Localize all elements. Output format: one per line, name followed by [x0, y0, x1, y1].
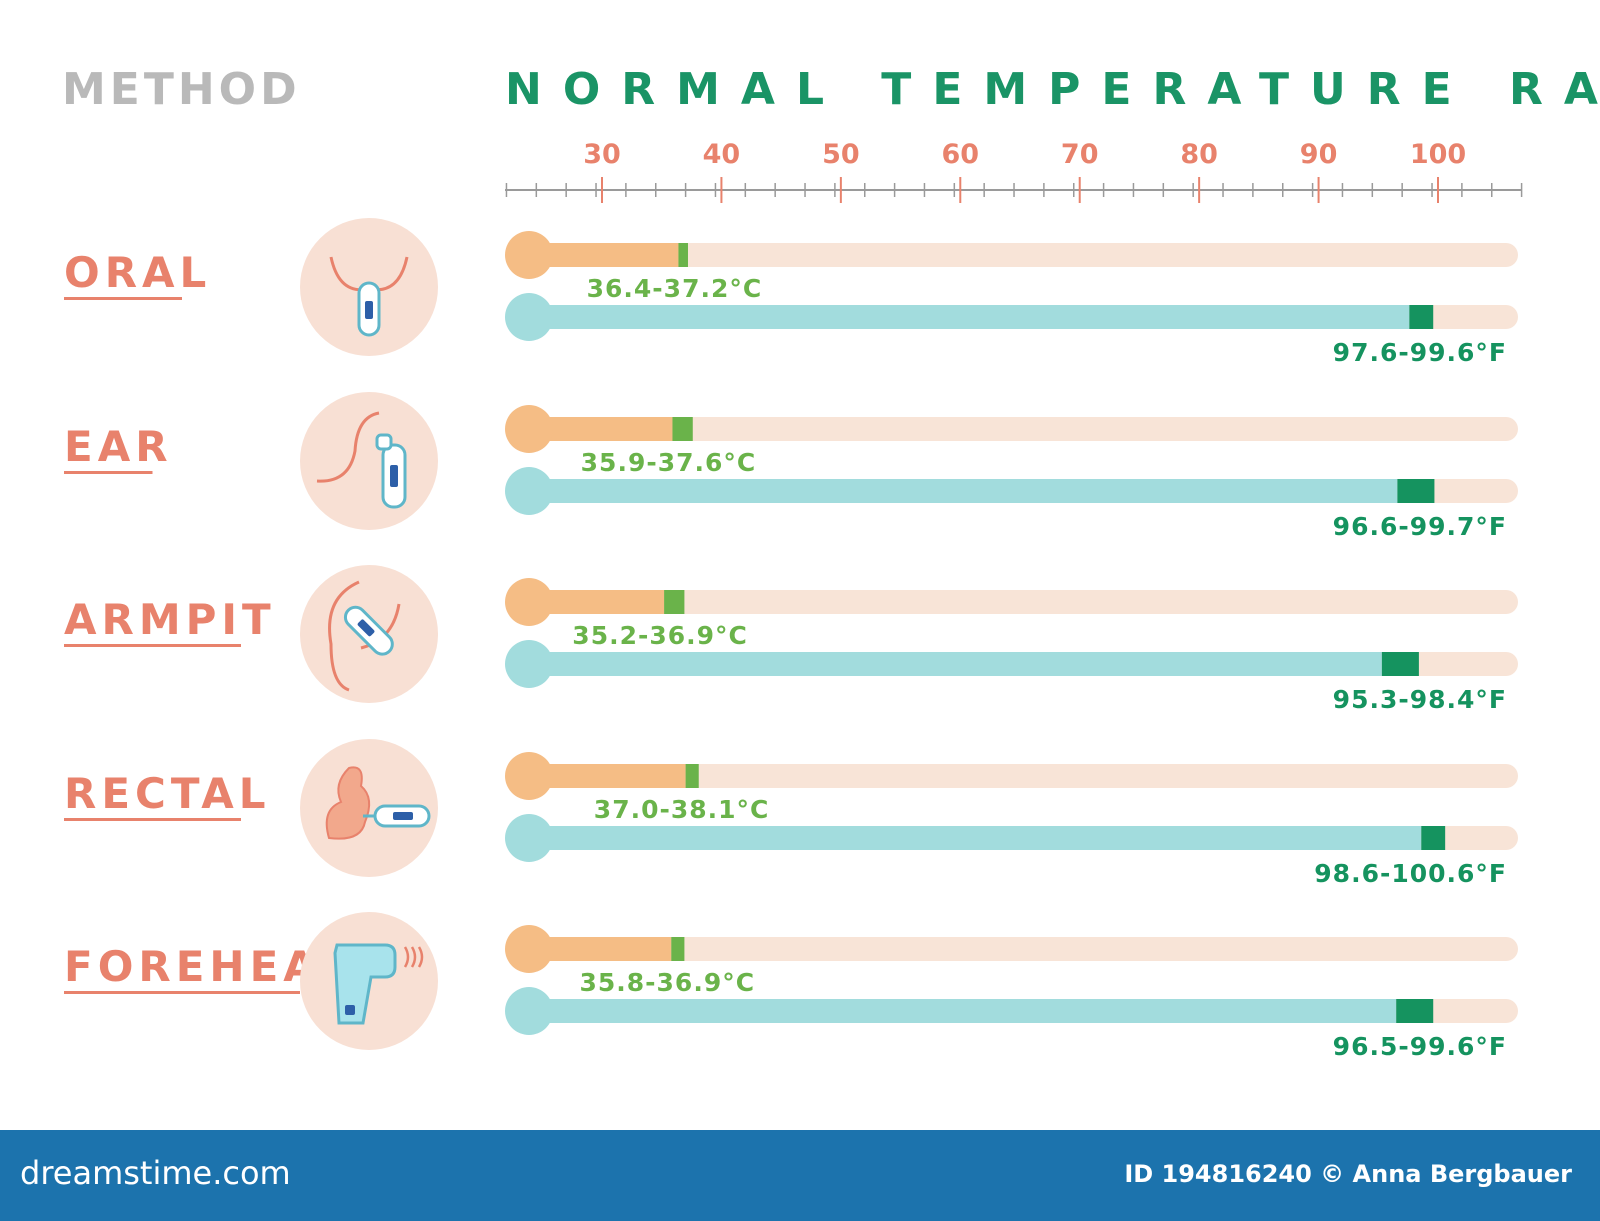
celsius-fill-bar [529, 764, 686, 788]
celsius-track [540, 243, 1518, 267]
method-row: ORAL 36.4-37.2°C 97.6-99.6°F [64, 218, 1518, 367]
fahrenheit-range-bar [1381, 652, 1419, 676]
footer-image-id: ID 194816240 © Anna Bergbauer [1124, 1160, 1572, 1188]
celsius-range-bar [664, 590, 685, 614]
celsius-bulb [505, 578, 553, 626]
fahrenheit-range-label: 97.6-99.6°F [1333, 338, 1507, 367]
method-label-underline [64, 644, 241, 647]
axis-tick-label: 60 [941, 139, 979, 170]
method-label-underline [64, 297, 182, 300]
ear-thermometer-icon [316, 411, 407, 509]
fahrenheit-bulb [505, 987, 553, 1035]
fahrenheit-fill-bar [529, 652, 1382, 676]
oral-thermometer-icon [329, 256, 409, 337]
method-label: RECTAL [64, 769, 271, 818]
celsius-range-bar [685, 764, 699, 788]
celsius-track [540, 937, 1518, 961]
fahrenheit-range-bar [1409, 305, 1434, 329]
celsius-track [540, 764, 1518, 788]
axis-tick-label: 70 [1061, 139, 1099, 170]
method-label-underline [64, 991, 300, 994]
fahrenheit-fill-bar [529, 479, 1398, 503]
method-label-underline [64, 818, 241, 821]
fahrenheit-range-bar [1421, 826, 1446, 850]
icon-background [300, 392, 438, 530]
fahrenheit-bulb [505, 293, 553, 341]
celsius-range-bar [678, 243, 688, 267]
fahrenheit-range-bar [1396, 999, 1434, 1023]
celsius-range-label: 35.2-36.9°C [572, 621, 748, 650]
temperature-chart: METHOD NORMAL TEMPERATURE RANGE 30 40 50 60… [62, 64, 1600, 1061]
fahrenheit-bulb [505, 814, 553, 862]
celsius-range-bar [672, 417, 693, 441]
celsius-range-label: 35.9-37.6°C [581, 448, 757, 477]
celsius-range-label: 37.0-38.1°C [594, 795, 770, 824]
fahrenheit-fill-bar [529, 305, 1410, 329]
celsius-bulb [505, 231, 553, 279]
fahrenheit-range-label: 98.6-100.6°F [1314, 859, 1507, 888]
method-label-underline [64, 471, 153, 474]
footer-brand[interactable]: dreamstime.com [20, 1154, 291, 1192]
rectal-thermometer-icon [325, 766, 431, 840]
method-label: EAR [64, 422, 173, 471]
axis-tick-label: 80 [1180, 139, 1218, 170]
fahrenheit-range-bar [1397, 479, 1435, 503]
axis-tick-label: 100 [1410, 139, 1466, 170]
fahrenheit-range-label: 96.5-99.6°F [1333, 1032, 1507, 1061]
celsius-bulb [505, 925, 553, 973]
footer-bar: dreamstime.com ID 194816240 © Anna Bergb… [0, 1130, 1600, 1221]
axis-tick-label: 90 [1300, 139, 1338, 170]
fahrenheit-fill-bar [529, 999, 1397, 1023]
chart-title: NORMAL TEMPERATURE RANGE [505, 64, 1600, 115]
fahrenheit-range-label: 95.3-98.4°F [1333, 685, 1507, 714]
forehead-thermometer-icon [333, 943, 424, 1025]
method-row: RECTAL 37.0-38.1°C 98.6-100.6°F [64, 739, 1518, 888]
method-row: FOREHEAD 35.8-36.9°C96.5-99.6°F [64, 912, 1518, 1061]
armpit-thermometer-icon [328, 580, 401, 692]
fahrenheit-bulb [505, 640, 553, 688]
celsius-range-bar [671, 937, 685, 961]
celsius-bulb [505, 405, 553, 453]
celsius-range-label: 35.8-36.9°C [579, 968, 755, 997]
axis-tick-label: 30 [583, 139, 621, 170]
celsius-fill-bar [529, 243, 679, 267]
celsius-track [540, 590, 1518, 614]
celsius-track [540, 417, 1518, 441]
axis-tick-label: 50 [822, 139, 860, 170]
method-label: ORAL [64, 248, 211, 297]
celsius-range-label: 36.4-37.2°C [587, 274, 763, 303]
method-header: METHOD [62, 64, 301, 115]
temperature-axis: 30 40 50 60 70 80 90 100 [505, 139, 1523, 203]
method-label: ARMPIT [64, 595, 276, 644]
axis-tick-label: 40 [703, 139, 741, 170]
method-row: ARMPIT 35.2-36.9°C 95.3-98.4°F [64, 565, 1518, 714]
celsius-bulb [505, 752, 553, 800]
fahrenheit-fill-bar [529, 826, 1422, 850]
method-rows: ORAL 36.4-37.2°C 97.6-99.6°F EAR 35.9-37.6°C… [64, 218, 1518, 1061]
fahrenheit-bulb [505, 467, 553, 515]
method-row: EAR 35.9-37.6°C 96.6-99.7°F [64, 392, 1518, 541]
fahrenheit-range-label: 96.6-99.7°F [1333, 512, 1507, 541]
